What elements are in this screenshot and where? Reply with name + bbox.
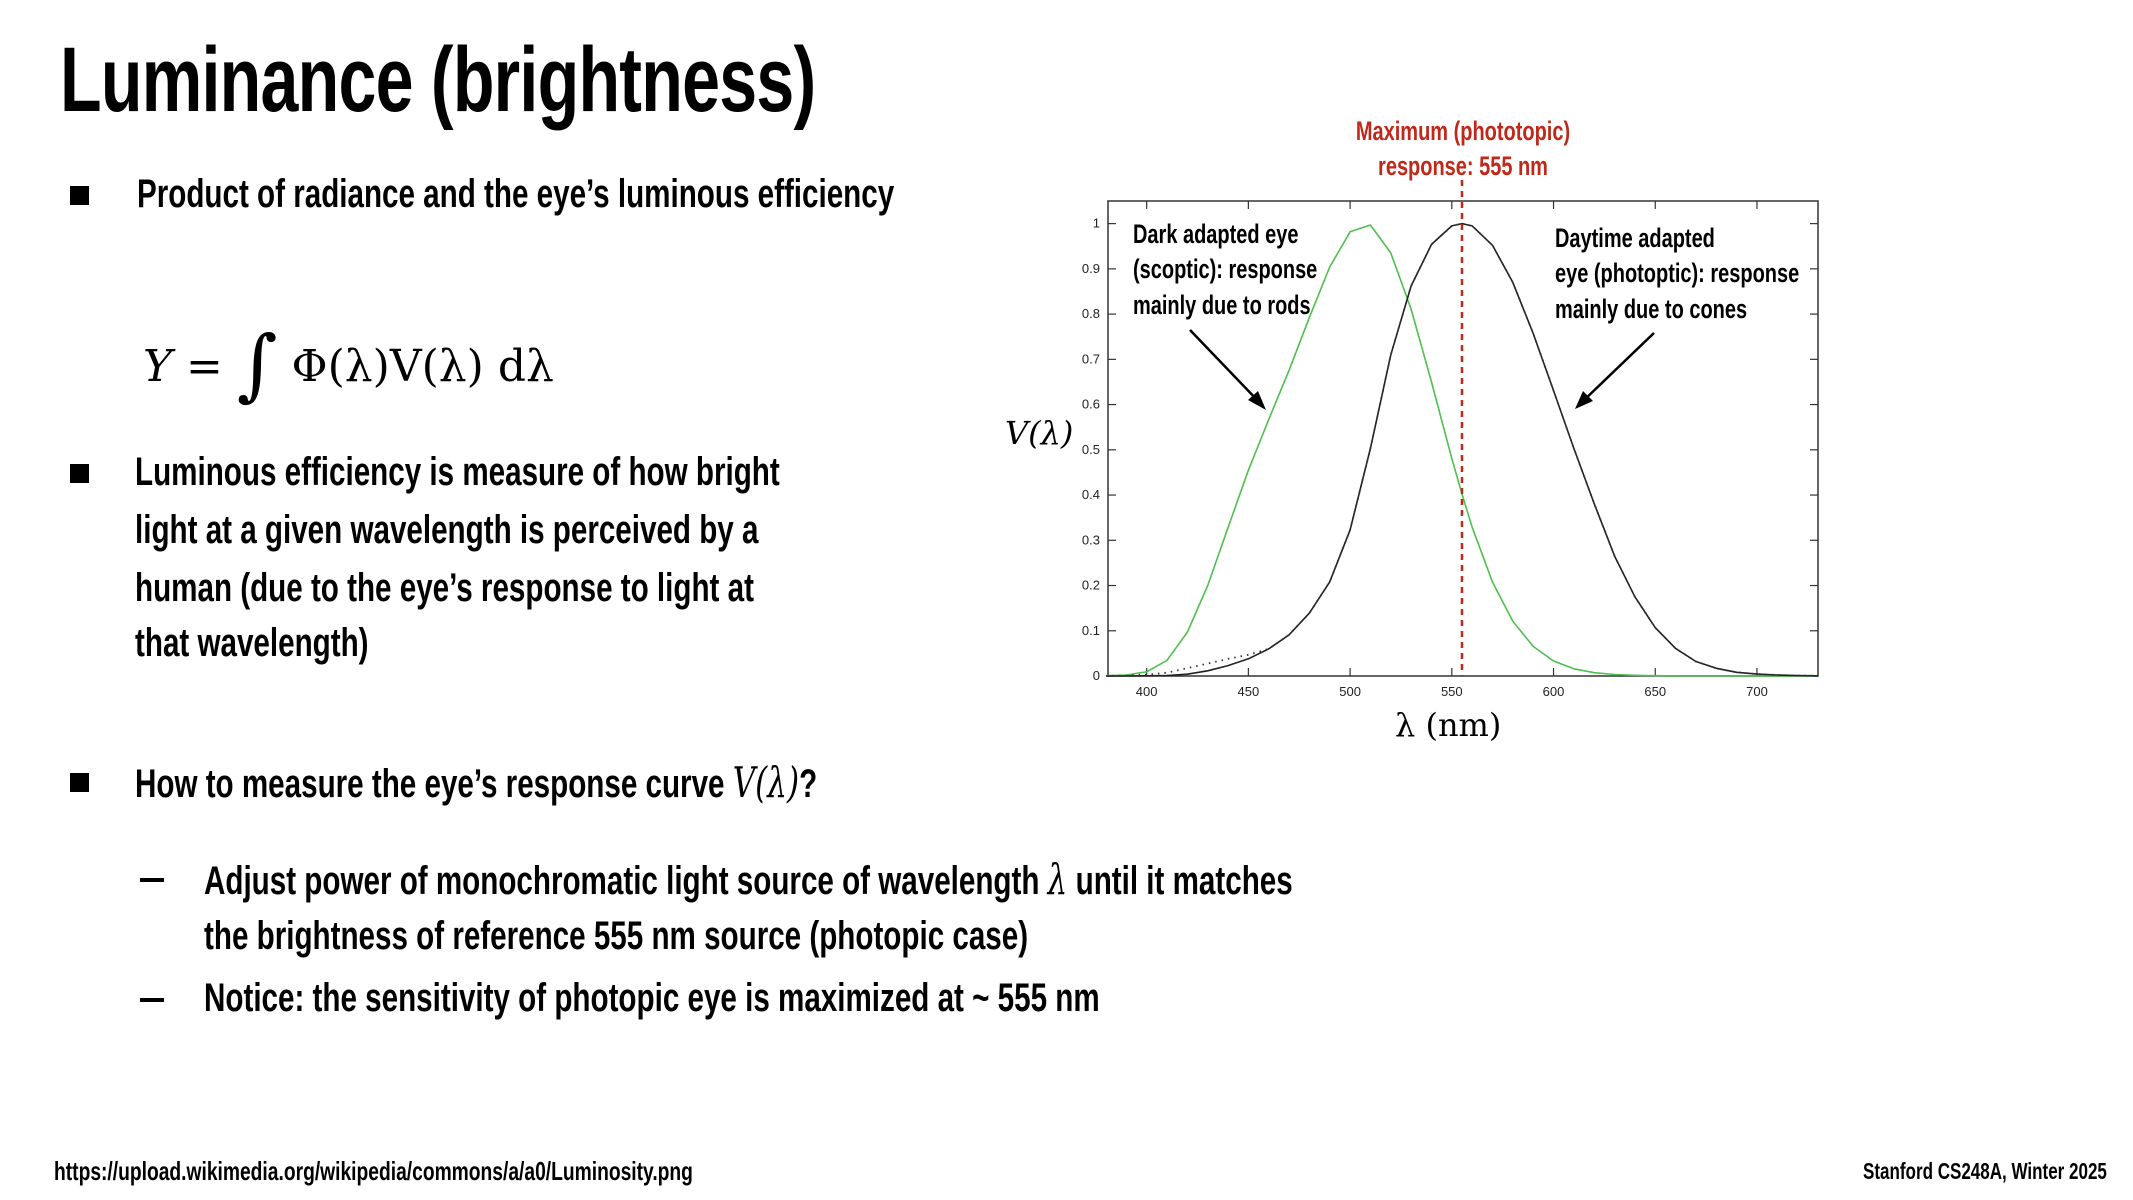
y-tick-label: 0.8: [1082, 306, 1100, 321]
dash-icon: [140, 878, 164, 882]
sub-bullet-1-line-2: the brightness of reference 555 nm sourc…: [204, 914, 1029, 958]
x-tick-label: 700: [1746, 684, 1768, 699]
sub-bullet-1-part2: until it matches: [1075, 859, 1293, 903]
x-tick-label: 450: [1238, 684, 1260, 699]
scotopic-annotation-1: Dark adapted eye: [1133, 219, 1299, 249]
y-tick-label: 0.3: [1082, 532, 1100, 547]
bullet-1: Product of radiance and the eye’s lumino…: [137, 172, 895, 216]
sub-bullet-1-part1: Adjust power of monochromatic light sour…: [204, 859, 1040, 903]
y-tick-label: 1: [1093, 216, 1100, 231]
series-line-0: [1105, 224, 1818, 677]
bullet-3-text: How to measure the eye’s response curve: [135, 762, 725, 806]
x-tick-label: 600: [1543, 684, 1565, 699]
source-url: https://upload.wikimedia.org/wikipedia/c…: [54, 1156, 693, 1186]
sub-bullet-1-line-1: Adjust power of monochromatic light sour…: [204, 851, 1293, 910]
equation-rhs: Φ(λ)V(λ) dλ: [291, 341, 554, 392]
sub-bullet-2: Notice: the sensitivity of photopic eye …: [204, 976, 1100, 1020]
integral-sign: ∫: [236, 320, 278, 410]
bullet-2-line-2: light at a given wavelength is perceived…: [135, 508, 759, 552]
equation-lhs: Y =: [143, 341, 223, 392]
y-tick-label: 0.4: [1082, 487, 1100, 502]
bullet-icon: [70, 464, 89, 483]
course-label: Stanford CS248A, Winter 2025: [1863, 1158, 2107, 1184]
bullet-2-line-1: Luminous efficiency is measure of how br…: [135, 450, 780, 494]
scotopic-annotation-2: (scoptic): response: [1133, 254, 1318, 284]
bullet-2-line-4: that wavelength): [135, 621, 369, 665]
page-title: Luminance (brightness): [60, 29, 816, 131]
photopic-annotation-2: eye (photoptic): response: [1555, 258, 1800, 288]
x-tick-label: 650: [1644, 684, 1666, 699]
y-tick-label: 0.2: [1082, 578, 1100, 593]
photopic-annotation-3: mainly due to cones: [1555, 294, 1748, 324]
photopic-arrow: [1580, 332, 1655, 404]
bullet-3: How to measure the eye’s response curve …: [135, 754, 817, 813]
y-tick-label: 0.9: [1082, 261, 1100, 276]
max-response-label-2: response: 555 nm: [1378, 151, 1548, 181]
bullet-2-line-3: human (due to the eye’s response to ligh…: [135, 566, 754, 610]
x-axis-label: λ (nm): [1395, 706, 1502, 744]
luminance-equation: Y = ∫ Φ(λ)V(λ) dλ: [143, 310, 554, 410]
x-tick-label: 550: [1441, 684, 1463, 699]
dash-icon: [140, 998, 164, 1002]
y-tick-label: 0.6: [1082, 397, 1100, 412]
x-tick-label: 500: [1339, 684, 1361, 699]
photopic-annotation-1: Daytime adapted: [1555, 223, 1715, 253]
bullet-3-math: V(λ): [732, 758, 800, 807]
max-response-label-1: Maximum (phototopic): [1355, 116, 1571, 146]
y-tick-label: 0.1: [1082, 623, 1100, 638]
x-tick-label: 400: [1136, 684, 1158, 699]
y-tick-label: 0.7: [1082, 351, 1100, 366]
photopic-arrow-head: [1575, 391, 1593, 409]
bullet-icon: [70, 186, 89, 205]
bullet-icon: [70, 773, 89, 792]
bullet-3-suffix: ?: [799, 762, 818, 806]
scotopic-annotation-3: mainly due to rods: [1133, 290, 1311, 320]
y-tick-label: 0: [1093, 668, 1100, 683]
y-axis-label: V(λ): [1005, 414, 1074, 452]
scotopic-arrow-head: [1248, 391, 1266, 410]
y-tick-label: 0.5: [1082, 442, 1100, 457]
scotopic-arrow: [1189, 329, 1261, 404]
sub-bullet-1-math: λ: [1047, 855, 1068, 904]
series-line-2: [1105, 222, 1819, 677]
